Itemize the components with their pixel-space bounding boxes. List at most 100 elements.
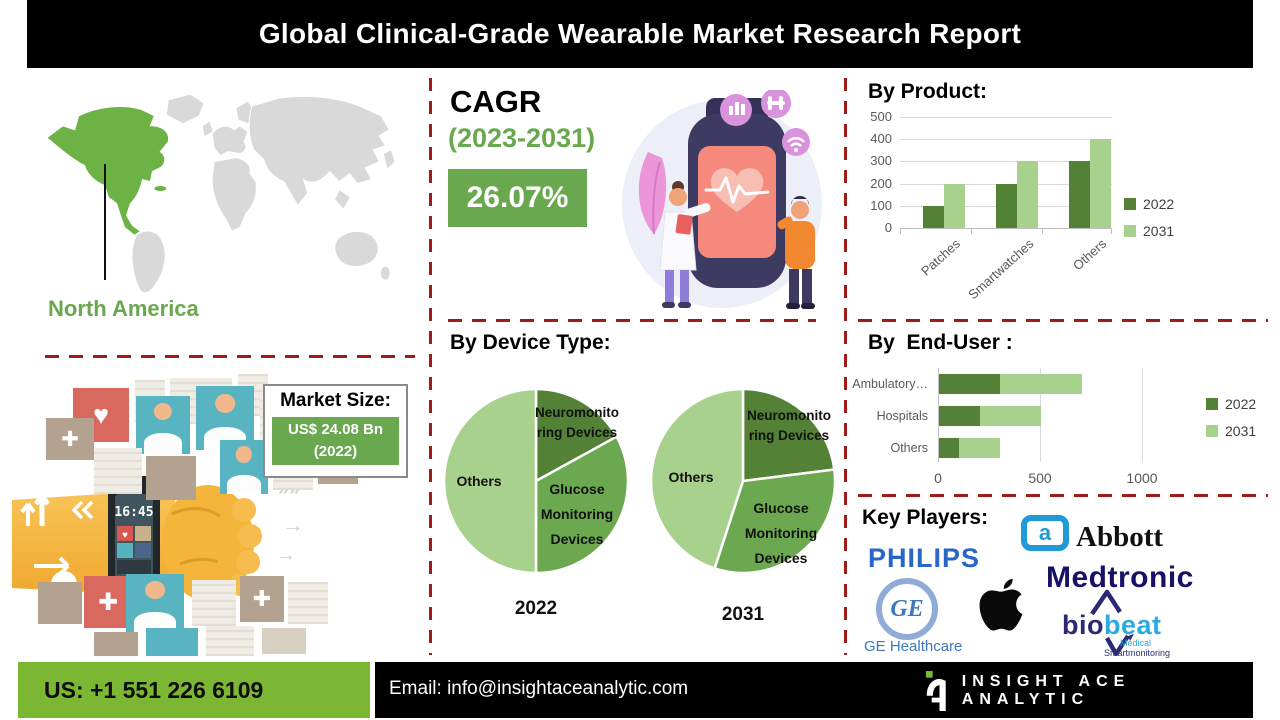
map-sea <box>333 188 352 211</box>
biobeat-pulse-up <box>1090 589 1122 616</box>
watch-app-4 <box>135 543 151 558</box>
bar-Smartwatches-2022 <box>996 183 1017 228</box>
collage-cross-icon: ✚ <box>84 576 132 628</box>
up-arrow-icon <box>34 494 50 526</box>
legend-2031: 2031 <box>1206 423 1256 439</box>
x-axis-line <box>900 228 1112 229</box>
world-map-svg <box>46 93 396 294</box>
phone-number: US: +1 551 226 6109 <box>44 676 264 703</box>
y-tick-label: 300 <box>870 153 892 169</box>
x-tick-label: 500 <box>1028 470 1052 486</box>
x-category-label: Others <box>1070 236 1110 274</box>
map-cuba <box>154 186 167 192</box>
svg-text:♥: ♥ <box>122 530 128 541</box>
cagr-value: 26.07% <box>466 181 569 214</box>
collage-tile <box>38 582 82 624</box>
biobeat-logo: biobeat Medical Smartmonitoring <box>1062 588 1192 658</box>
insightace-mark-icon <box>925 670 946 712</box>
abbott-mark-icon: a <box>1021 515 1069 551</box>
by-end-user-plot: 0 500 1000 <box>934 368 1238 486</box>
map-australia <box>334 230 379 268</box>
legend-2022: 2022 <box>1206 396 1256 412</box>
by-end-user-legend: 2022 2031 <box>1206 396 1256 439</box>
divider-right-top <box>858 319 1268 322</box>
footer-bar: Email: info@insightaceanalytic.com INSIG… <box>375 662 1253 718</box>
gridline <box>900 139 1112 141</box>
collage-tile <box>288 582 328 624</box>
collage-person-icon <box>136 396 190 454</box>
legend-swatch-2022 <box>1124 198 1136 210</box>
legend-swatch-2031 <box>1206 425 1218 437</box>
map-south-america <box>131 230 166 294</box>
phone-banner: US: +1 551 226 6109 <box>18 662 370 718</box>
pie-2022: Neuromonito ring Devices Glucose Monitor… <box>443 388 629 574</box>
collage-tile <box>146 628 198 656</box>
pie-2022-label-neuromonitoring: Neuromonito ring Devices <box>535 405 619 440</box>
doctor-figure <box>669 188 687 206</box>
map-uk <box>201 120 214 138</box>
title-banner: Global Clinical-Grade Wearable Market Re… <box>27 0 1253 68</box>
segment-2022 <box>939 438 960 458</box>
pie-2022-year: 2022 <box>514 598 558 619</box>
bar-Smartwatches-2031 <box>1017 161 1038 228</box>
y-tick-label: 100 <box>870 197 892 213</box>
collage-cross-icon: ✚ <box>240 576 284 622</box>
axis-tick <box>1042 229 1043 234</box>
ge-healthcare-logo: GE Healthcare <box>864 638 963 655</box>
gridline <box>900 161 1112 163</box>
market-size-value-box: US$ 24.08 Bn (2022) <box>272 417 399 465</box>
brand-logo: INSIGHT ACE ANALYTIC <box>925 670 1253 712</box>
map-africa <box>211 157 257 232</box>
gridline <box>1142 368 1143 462</box>
biobeat-sub2: Smartmonitoring <box>1104 648 1171 658</box>
collage-tile <box>262 628 306 654</box>
pie-2031-label-glucose: Glucose Monitoring Devices <box>744 500 818 567</box>
stacked-bar-Hospitals <box>939 406 1041 426</box>
legend-2031: 2031 <box>1124 223 1174 239</box>
bar-Patches-2022 <box>923 205 944 228</box>
biobeat-pulse-down <box>1105 634 1130 656</box>
gridline <box>900 117 1112 118</box>
arrow-decor-icon: → <box>282 512 304 537</box>
brand-name: INSIGHT ACE ANALYTIC <box>961 673 1131 708</box>
by-device-type-title: By Device Type: <box>450 331 611 354</box>
market-size-value: US$ 24.08 Bn <box>287 421 384 439</box>
divider-vertical-left <box>429 78 432 655</box>
collage-person-icon <box>126 574 184 634</box>
axis-tick <box>971 229 972 234</box>
telehealth-illustration <box>618 88 825 317</box>
map-greenland <box>165 93 205 125</box>
by-end-user-title: By End-User : <box>868 331 1013 354</box>
key-players-title: Key Players: <box>862 506 989 529</box>
legend-swatch-2031 <box>1124 225 1136 237</box>
pie-2031-label-others: Others <box>668 469 714 485</box>
divider-middle-column <box>448 319 816 322</box>
by-product-title: By Product: <box>868 80 988 103</box>
bar-Others-2022 <box>1069 161 1090 228</box>
collage-person-icon <box>220 440 268 494</box>
axis-tick <box>900 229 901 234</box>
map-north-america-highlight <box>46 106 170 236</box>
biobeat-sub1: Medical <box>1120 638 1152 648</box>
x-tick-label: 1000 <box>1126 470 1158 486</box>
world-map <box>40 86 420 300</box>
legend-swatch-2022 <box>1206 398 1218 410</box>
pie-2031-year: 2031 <box>721 604 765 625</box>
x-category-label: Smartwatches <box>964 236 1037 303</box>
collage-tile <box>206 626 254 656</box>
ecg-line-icon <box>704 176 770 204</box>
fist <box>162 485 254 601</box>
legend-2022: 2022 <box>1124 196 1174 212</box>
y-tick-label: 0 <box>884 220 892 235</box>
ge-monogram-icon: GE <box>876 578 938 640</box>
watch-app-2 <box>135 526 151 541</box>
by-product-plot: Patches Smartwatches Others <box>900 117 1112 302</box>
stacked-bar-Ambulatory… <box>939 374 1082 394</box>
map-nz <box>379 265 391 281</box>
market-size-year: (2022) <box>313 443 358 460</box>
map-europe <box>211 125 249 157</box>
y-tick-label: 400 <box>870 131 892 147</box>
abbott-logo: Abbott <box>1076 521 1164 553</box>
by-product-y-axis: 0 100 200 300 400 500 <box>858 109 892 235</box>
category-label: Others <box>890 441 928 455</box>
